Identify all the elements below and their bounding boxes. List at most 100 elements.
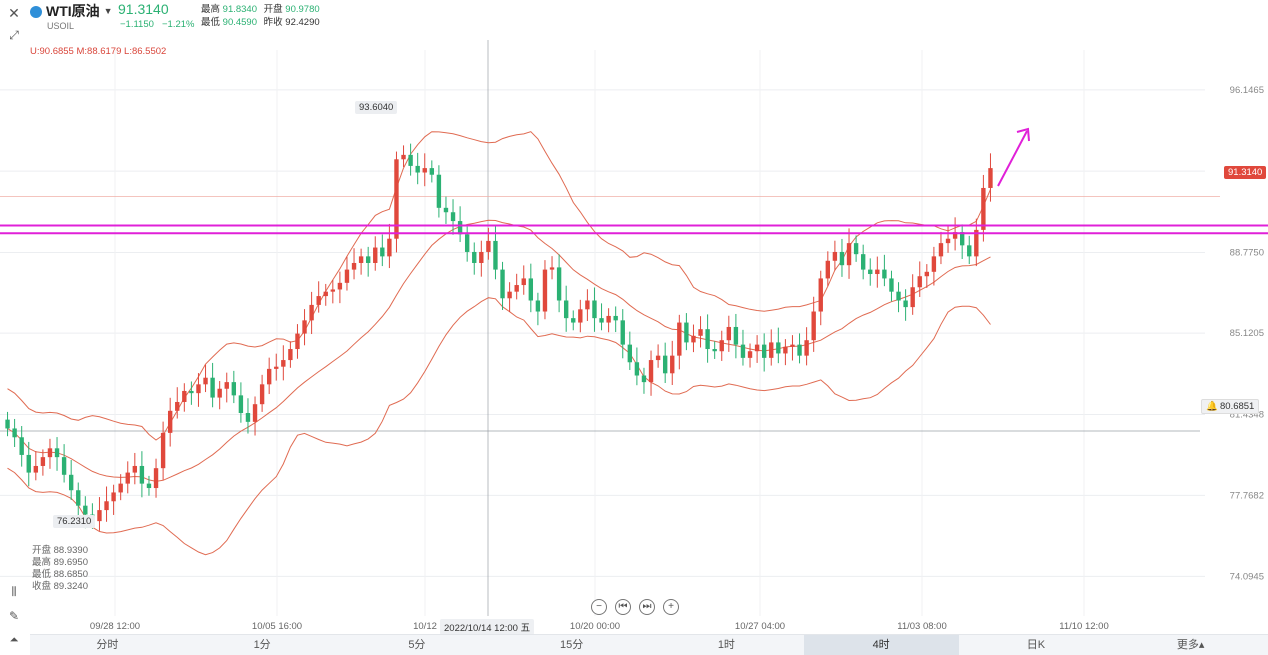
tab-1m[interactable]: 1分 <box>253 639 271 651</box>
candle <box>12 418 17 447</box>
candle <box>648 350 654 396</box>
candle <box>606 308 611 333</box>
tab-timeshare[interactable]: 分时 <box>96 639 119 651</box>
candle <box>818 270 823 326</box>
chart-style-icon[interactable]: ⏶ <box>9 633 19 646</box>
draw-line-icon[interactable]: ⤢ <box>9 27 19 42</box>
bollinger-bands <box>7 131 991 556</box>
candle-body <box>203 377 208 385</box>
pen-icon[interactable]: ✎ <box>8 609 20 623</box>
zoom-in-button[interactable]: + <box>663 599 679 615</box>
grid <box>0 40 1220 616</box>
candle <box>549 256 555 280</box>
candle <box>974 218 979 267</box>
x-tick-label: 11/10 12:00 <box>1059 621 1108 632</box>
candle-body <box>846 243 852 266</box>
candle <box>556 254 562 313</box>
candle-body <box>783 346 788 354</box>
scroll-start-button[interactable]: ⏮ <box>615 599 631 615</box>
candle <box>620 309 625 359</box>
indicator-icon[interactable]: ⫼ <box>11 585 17 598</box>
candle <box>394 151 399 253</box>
tab-5m[interactable]: 5分 <box>408 639 426 651</box>
candle-body <box>959 232 965 246</box>
candle-body <box>387 238 392 257</box>
y-tick-label: 96.1465 <box>1230 85 1264 96</box>
candle-body <box>733 326 739 345</box>
candle <box>337 271 343 304</box>
candle-body <box>182 390 187 402</box>
candle <box>882 254 887 287</box>
tab-1h[interactable]: 1时 <box>717 639 735 651</box>
candle <box>443 196 449 224</box>
close-icon[interactable]: ✕ <box>8 4 20 21</box>
y-tick-label: 81.4348 <box>1230 409 1264 420</box>
candle <box>450 199 456 235</box>
candle <box>769 329 774 366</box>
candle-body <box>19 437 24 455</box>
candle-body <box>613 315 618 321</box>
candle-body <box>259 384 265 405</box>
candle-body <box>316 296 321 305</box>
candle <box>599 303 604 331</box>
x-tick-label: 10/20 00:00 <box>570 621 620 632</box>
price-change: −1.1150 <box>120 19 154 30</box>
zoom-out-button[interactable]: − <box>591 599 607 615</box>
candle-body <box>670 355 675 374</box>
candle <box>5 411 10 437</box>
candle <box>825 251 831 287</box>
candle-body <box>974 229 979 257</box>
tab-15m[interactable]: 15分 <box>560 639 584 651</box>
candle <box>521 265 526 295</box>
candle <box>931 246 937 286</box>
candle-body <box>754 344 760 352</box>
candle-body <box>365 256 371 263</box>
tab-daily[interactable]: 日K <box>1026 639 1046 651</box>
candle-body <box>33 465 39 473</box>
candle <box>705 314 710 363</box>
candle <box>938 231 944 265</box>
candle-body <box>811 311 816 341</box>
candle <box>627 331 633 370</box>
scroll-end-button[interactable]: ⏭ <box>639 599 655 615</box>
candle-body <box>924 271 930 277</box>
candle <box>330 279 336 304</box>
bollinger-values: U:90.6855 M:88.6179 L:86.5502 <box>30 46 167 57</box>
candle-body <box>479 251 484 263</box>
low-stat: 最低 90.4590 昨收 92.4290 <box>201 17 320 28</box>
candle-body <box>585 300 590 310</box>
candle <box>754 335 760 363</box>
candle <box>712 341 717 359</box>
candle-body <box>330 289 336 292</box>
candle <box>19 426 24 467</box>
candle <box>97 497 102 531</box>
trend-arrow-shaft <box>997 130 1028 187</box>
candle <box>54 437 60 471</box>
candle-body <box>634 362 640 376</box>
candle-body <box>160 432 166 469</box>
candle <box>231 370 237 404</box>
candle <box>959 224 965 260</box>
candle-body <box>988 168 993 188</box>
candle <box>182 383 187 412</box>
candle-body <box>210 377 215 398</box>
candle-body <box>804 340 809 356</box>
symbol-code: USOIL <box>47 21 75 31</box>
period-tabs: 分时 1分 5分 15分 1时 4时 日K 更多▴ <box>30 634 1268 655</box>
candle-body <box>436 174 442 208</box>
candle <box>351 248 357 280</box>
candle-body <box>684 322 689 343</box>
candle-body <box>500 269 505 299</box>
candle-body <box>281 360 286 367</box>
tab-4h[interactable]: 4时 <box>803 635 959 655</box>
candle-body <box>323 291 328 297</box>
candle <box>373 236 378 271</box>
symbol-title[interactable]: WTI原油 ▼ <box>30 4 113 18</box>
candle-body <box>97 510 102 522</box>
tab-more[interactable]: 更多▴ <box>1176 639 1205 651</box>
candle-body <box>309 304 314 321</box>
crosshair-price-tag: 🔔 80.6851 <box>1201 399 1260 414</box>
candle <box>111 484 116 515</box>
candle-body <box>825 260 831 279</box>
